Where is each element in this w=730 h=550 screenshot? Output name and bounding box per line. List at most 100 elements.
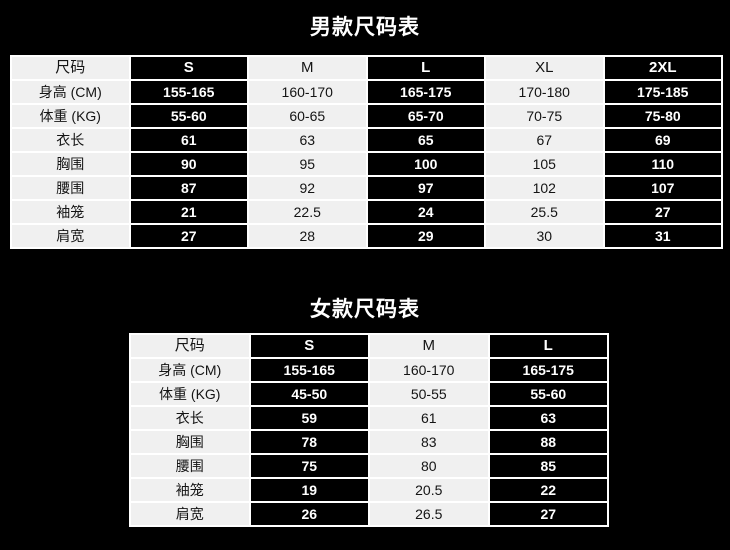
table-cell: 175-185 [602, 79, 723, 105]
table-cell: 78 [248, 429, 370, 455]
row-label-garment-length: 衣长 [129, 405, 251, 431]
table-row: 体重 (KG) 55-60 60-65 65-70 70-75 75-80 [10, 103, 723, 129]
header-row: 尺码 S M L XL 2XL [10, 55, 723, 81]
table-cell: 155-165 [128, 79, 249, 105]
table-cell: 100 [365, 151, 486, 177]
table-row: 肩宽 27 28 29 30 31 [10, 223, 723, 249]
column-header-l: L [365, 55, 486, 81]
column-header-s: S [128, 55, 249, 81]
table-row: 胸围 90 95 100 105 110 [10, 151, 723, 177]
row-label-shoulder: 肩宽 [10, 223, 131, 249]
table-cell: 63 [247, 127, 368, 153]
womens-size-table: 尺码 S M L 身高 (CM) 155-165 160-170 165-175… [129, 333, 609, 527]
table-cell: 83 [368, 429, 490, 455]
table-cell: 80 [368, 453, 490, 479]
table-cell: 27 [128, 223, 249, 249]
table-cell: 61 [128, 127, 249, 153]
row-label-waist: 腰围 [10, 175, 131, 201]
table-cell: 31 [602, 223, 723, 249]
table-cell: 63 [487, 405, 609, 431]
column-header-l: L [487, 333, 609, 359]
table-cell: 110 [602, 151, 723, 177]
table-cell: 59 [248, 405, 370, 431]
header-row: 尺码 S M L [129, 333, 609, 359]
table-cell: 105 [484, 151, 605, 177]
table-cell: 19 [248, 477, 370, 503]
table-cell: 75-80 [602, 103, 723, 129]
row-label-height: 身高 (CM) [129, 357, 251, 383]
table-cell: 67 [484, 127, 605, 153]
table-cell: 70-75 [484, 103, 605, 129]
table-cell: 90 [128, 151, 249, 177]
table-cell: 27 [487, 501, 609, 527]
table-row: 体重 (KG) 45-50 50-55 55-60 [129, 381, 609, 407]
table-cell: 170-180 [484, 79, 605, 105]
table-cell: 97 [365, 175, 486, 201]
row-label-shoulder: 肩宽 [129, 501, 251, 527]
table-cell: 45-50 [248, 381, 370, 407]
table-cell: 102 [484, 175, 605, 201]
table-cell: 29 [365, 223, 486, 249]
table-cell: 95 [247, 151, 368, 177]
table-row: 衣长 61 63 65 67 69 [10, 127, 723, 153]
table-row: 胸围 78 83 88 [129, 429, 609, 455]
column-header-s: S [248, 333, 370, 359]
table-cell: 60-65 [247, 103, 368, 129]
table-row: 袖笼 19 20.5 22 [129, 477, 609, 503]
table-cell: 61 [368, 405, 490, 431]
table-cell: 21 [128, 199, 249, 225]
table-cell: 22.5 [247, 199, 368, 225]
row-label-height: 身高 (CM) [10, 79, 131, 105]
mens-size-table: 尺码 S M L XL 2XL 身高 (CM) 155-165 160-170 … [10, 55, 723, 249]
column-header-size-label: 尺码 [10, 55, 131, 81]
column-header-2xl: 2XL [602, 55, 723, 81]
row-label-weight: 体重 (KG) [129, 381, 251, 407]
column-header-size-label: 尺码 [129, 333, 251, 359]
table-cell: 50-55 [368, 381, 490, 407]
table-cell: 22 [487, 477, 609, 503]
table-row: 身高 (CM) 155-165 160-170 165-175 [129, 357, 609, 383]
table-cell: 27 [602, 199, 723, 225]
table-cell: 155-165 [248, 357, 370, 383]
row-label-chest: 胸围 [10, 151, 131, 177]
table-cell: 65 [365, 127, 486, 153]
table-row: 袖笼 21 22.5 24 25.5 27 [10, 199, 723, 225]
table-cell: 26 [248, 501, 370, 527]
table-row: 身高 (CM) 155-165 160-170 165-175 170-180 … [10, 79, 723, 105]
table-cell: 160-170 [368, 357, 490, 383]
row-label-waist: 腰围 [129, 453, 251, 479]
column-header-m: M [368, 333, 490, 359]
table-cell: 165-175 [487, 357, 609, 383]
row-label-armhole: 袖笼 [10, 199, 131, 225]
row-label-chest: 胸围 [129, 429, 251, 455]
table-cell: 107 [602, 175, 723, 201]
column-header-xl: XL [484, 55, 605, 81]
table-cell: 92 [247, 175, 368, 201]
row-label-garment-length: 衣长 [10, 127, 131, 153]
table-cell: 55-60 [487, 381, 609, 407]
table-cell: 25.5 [484, 199, 605, 225]
table-row: 腰围 87 92 97 102 107 [10, 175, 723, 201]
table-cell: 85 [487, 453, 609, 479]
table-cell: 24 [365, 199, 486, 225]
table-row: 衣长 59 61 63 [129, 405, 609, 431]
table-cell: 69 [602, 127, 723, 153]
table-cell: 55-60 [128, 103, 249, 129]
table-cell: 28 [247, 223, 368, 249]
table-cell: 20.5 [368, 477, 490, 503]
table-cell: 165-175 [365, 79, 486, 105]
column-header-m: M [247, 55, 368, 81]
mens-chart-title: 男款尺码表 [310, 16, 420, 39]
table-cell: 26.5 [368, 501, 490, 527]
table-cell: 87 [128, 175, 249, 201]
womens-chart-title: 女款尺码表 [310, 298, 420, 321]
table-cell: 88 [487, 429, 609, 455]
table-row: 腰围 75 80 85 [129, 453, 609, 479]
table-row: 肩宽 26 26.5 27 [129, 501, 609, 527]
table-cell: 160-170 [247, 79, 368, 105]
table-cell: 30 [484, 223, 605, 249]
table-cell: 65-70 [365, 103, 486, 129]
row-label-weight: 体重 (KG) [10, 103, 131, 129]
table-cell: 75 [248, 453, 370, 479]
row-label-armhole: 袖笼 [129, 477, 251, 503]
